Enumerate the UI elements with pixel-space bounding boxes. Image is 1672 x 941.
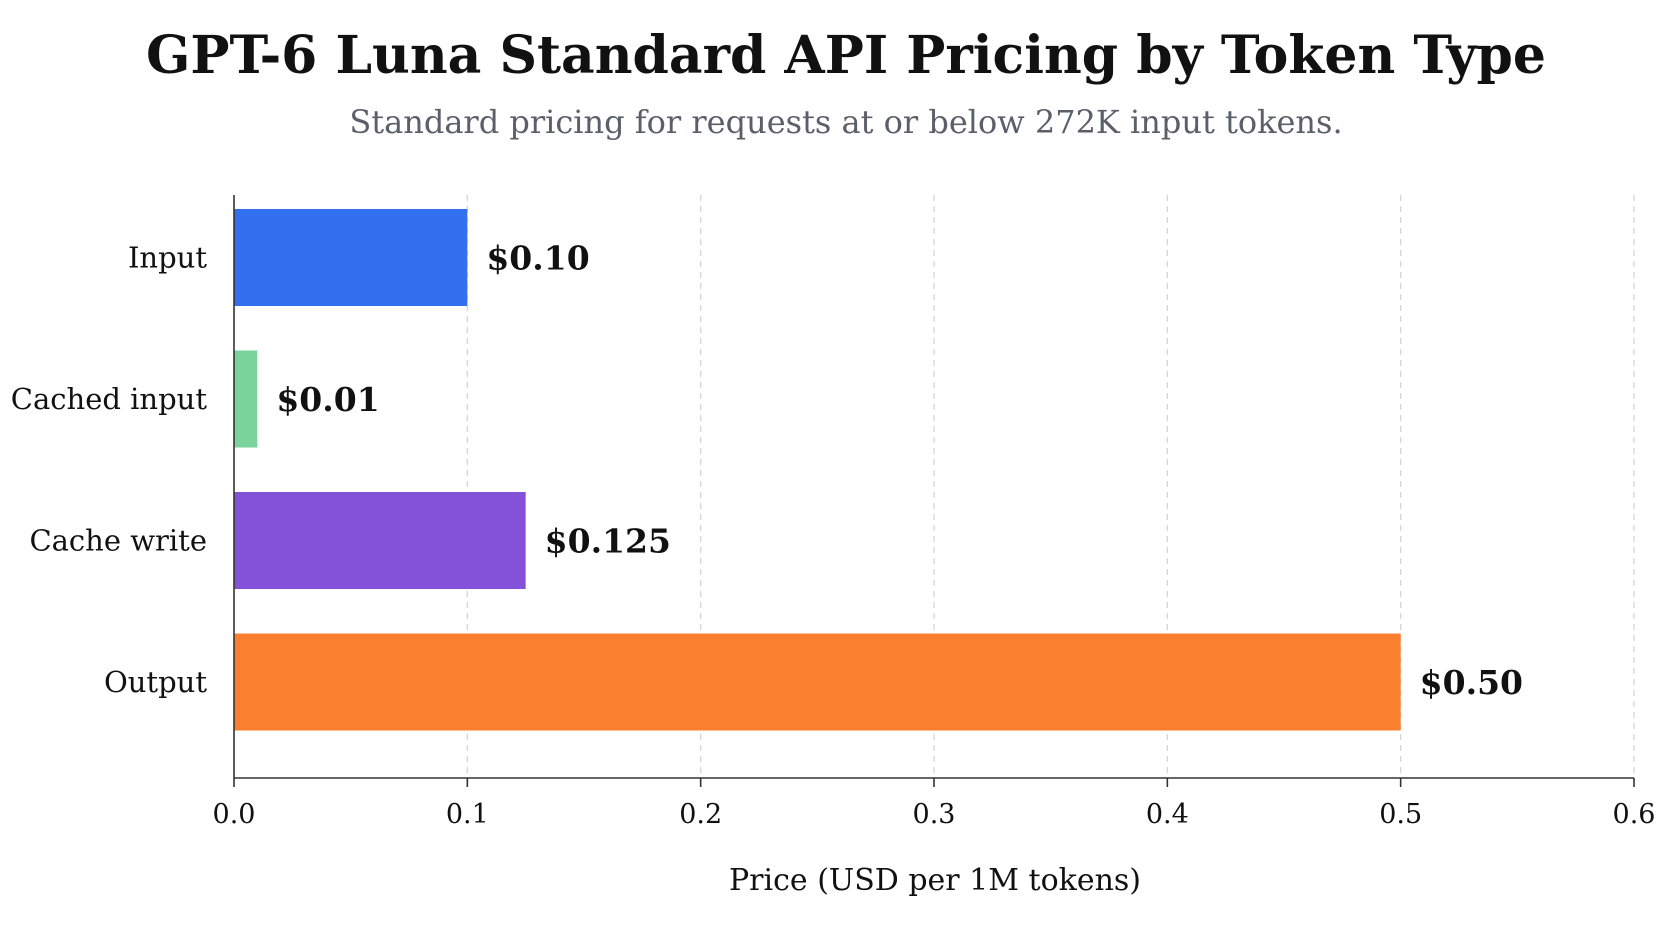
- bar-output: [234, 633, 1401, 731]
- x-tick-label-3: 0.3: [913, 799, 956, 830]
- x-tick-label-5: 0.5: [1379, 799, 1422, 830]
- axes: [233, 195, 1635, 787]
- labels: Input $0.10 Cached input $0.01 Cache write $0…: [11, 239, 1656, 831]
- x-axis-label: Price (USD per 1M tokens): [729, 863, 1141, 898]
- value-label-cache-write: $0.125: [545, 522, 671, 561]
- bar-cache-write: [234, 492, 526, 589]
- value-label-cached-input: $0.01: [276, 380, 379, 419]
- value-label-output: $0.50: [1420, 663, 1523, 702]
- x-tick-label-1: 0.1: [446, 799, 489, 830]
- category-label-output: Output: [104, 665, 207, 699]
- category-label-cache-write: Cache write: [29, 524, 207, 558]
- chart-subtitle: Standard pricing for requests at or belo…: [349, 103, 1342, 141]
- x-tick-label-4: 0.4: [1146, 799, 1189, 830]
- category-label-cached-input: Cached input: [11, 382, 208, 416]
- bar-input: [234, 209, 468, 306]
- x-tick-label-0: 0.0: [213, 799, 256, 830]
- bar-cached-input: [234, 350, 258, 448]
- x-tick-label-6: 0.6: [1613, 799, 1656, 830]
- chart-title: GPT-6 Luna Standard API Pricing by Token…: [146, 25, 1546, 86]
- bars: [234, 209, 1401, 731]
- category-label-input: Input: [128, 241, 207, 275]
- x-tick-label-2: 0.2: [679, 799, 722, 830]
- value-label-input: $0.10: [486, 239, 589, 278]
